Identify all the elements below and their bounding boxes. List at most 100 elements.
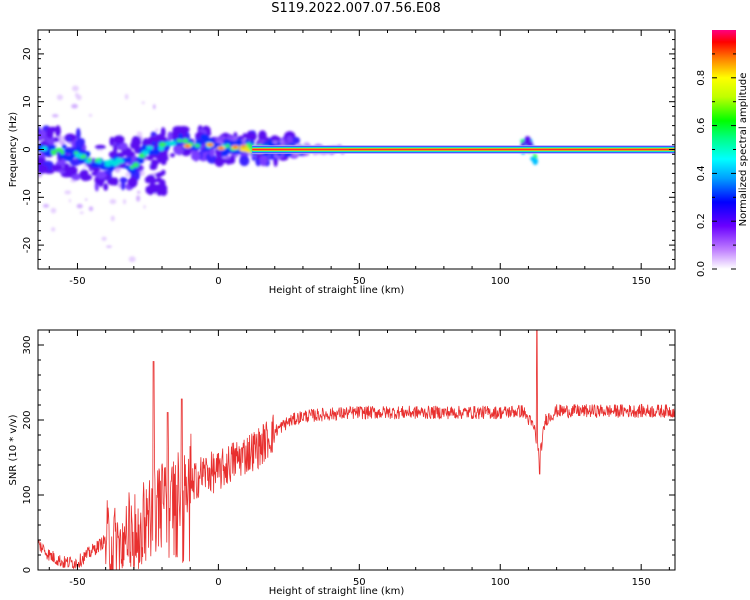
noise-speck [64,190,72,195]
band-blob [195,140,205,144]
band-blob [61,144,67,149]
band-blob [170,153,176,158]
noise-speck [50,207,57,214]
x-tick-label: 150 [632,577,651,588]
ridge-spot [225,143,231,149]
noise-speck [110,215,115,222]
ridge-spot [80,155,86,159]
hotspot [219,147,224,150]
ridge-spot [40,146,48,152]
band-blob [160,158,167,166]
spectrogram-blobs [38,85,539,263]
noise-speck [124,93,129,100]
ridge-spot [50,150,57,156]
band-blob [131,135,142,148]
band-blob [103,183,109,191]
noise-speck [143,204,146,209]
hotspot [233,146,238,149]
noise-speck [88,206,94,212]
ridge-spot [169,140,177,147]
noise-speck [128,256,136,263]
band-blob [161,169,166,176]
band-blob [245,139,250,144]
band-blob [38,126,41,134]
x-tick-label: 150 [632,276,651,287]
stable-band [252,148,675,151]
ridge-spot [146,145,154,150]
y-tick-label: -10 [22,189,33,205]
ridge-spot [165,141,171,146]
band-blob [155,172,162,178]
band-blob [55,125,61,137]
band-blob [167,131,173,142]
band-blob [135,156,143,162]
hotspot [207,143,212,146]
y-tick-label: 300 [22,335,33,354]
band-blob [38,164,49,174]
ridge-spot [182,138,189,144]
noise-speck [51,227,56,232]
band-blob [175,128,181,134]
noise-speck [125,172,131,178]
ridge-spot [96,160,102,164]
colorbar-label: Normalized spectral amplitude [738,73,749,227]
x-tick-label: 50 [353,276,366,287]
band-blob [282,153,291,157]
band-blob [149,163,158,171]
band-blob [147,186,154,196]
noise-speck [56,94,63,101]
band-blob [239,155,250,167]
ridge-spot [176,139,183,143]
band-blob [234,150,244,155]
ridge-spot [87,157,92,162]
x-axis-label: Height of straight line (km) [269,285,405,296]
noise-speck [109,199,117,205]
spectrogram-panel: -50 0 50 100 150 -20 -10 0 10 20 Height of straigh… [8,29,676,296]
colorbar-gradient [712,30,736,269]
colorbar-tick-label: 0.0 [696,261,707,277]
band-blob [291,136,301,145]
y-tick-label: 0 [22,146,33,152]
noise-speck [75,92,79,98]
ridge-spot [54,148,60,152]
ridge-spot [158,141,167,148]
x-tick-label: 50 [353,577,366,588]
y-axis-label: SNR (10 * v/v) [8,414,19,485]
band-blob [98,176,104,188]
noise-speck [76,203,83,209]
band-blob [69,153,76,159]
band-blob [248,132,257,142]
noise-speck [71,85,79,92]
noise-speck [136,195,141,202]
noise-speck [51,114,59,118]
band-blob [67,136,72,142]
y-tick-label: 10 [22,95,33,108]
colorbar-tick-label: 0.8 [696,70,707,86]
noise-speck [79,211,84,215]
y-tick-label: 200 [22,410,33,429]
ridge-spot [129,165,135,170]
band-blob [65,165,78,176]
band-blob [165,145,171,149]
band-blob [122,165,132,169]
band-blob [118,142,128,150]
band-blob [71,173,81,181]
noise-speck [88,113,93,117]
band-blob [190,151,201,161]
band-blob [215,136,226,141]
x-tick-label: 0 [215,276,221,287]
y-tick-label: 100 [22,485,33,504]
colorbar-tick-label: 0.4 [696,165,707,181]
band-blob [276,141,281,146]
x-axis-label: Height of straight line (km) [269,586,405,597]
ridge-spot [107,158,115,164]
band-blob [96,171,107,179]
disturbance-blob [524,138,530,146]
noise-speck [122,198,127,205]
ridge-spot [103,160,110,164]
ridge-spot [104,163,112,167]
noise-speck [152,104,156,110]
band-blob [82,175,92,180]
band-blob [113,135,125,144]
